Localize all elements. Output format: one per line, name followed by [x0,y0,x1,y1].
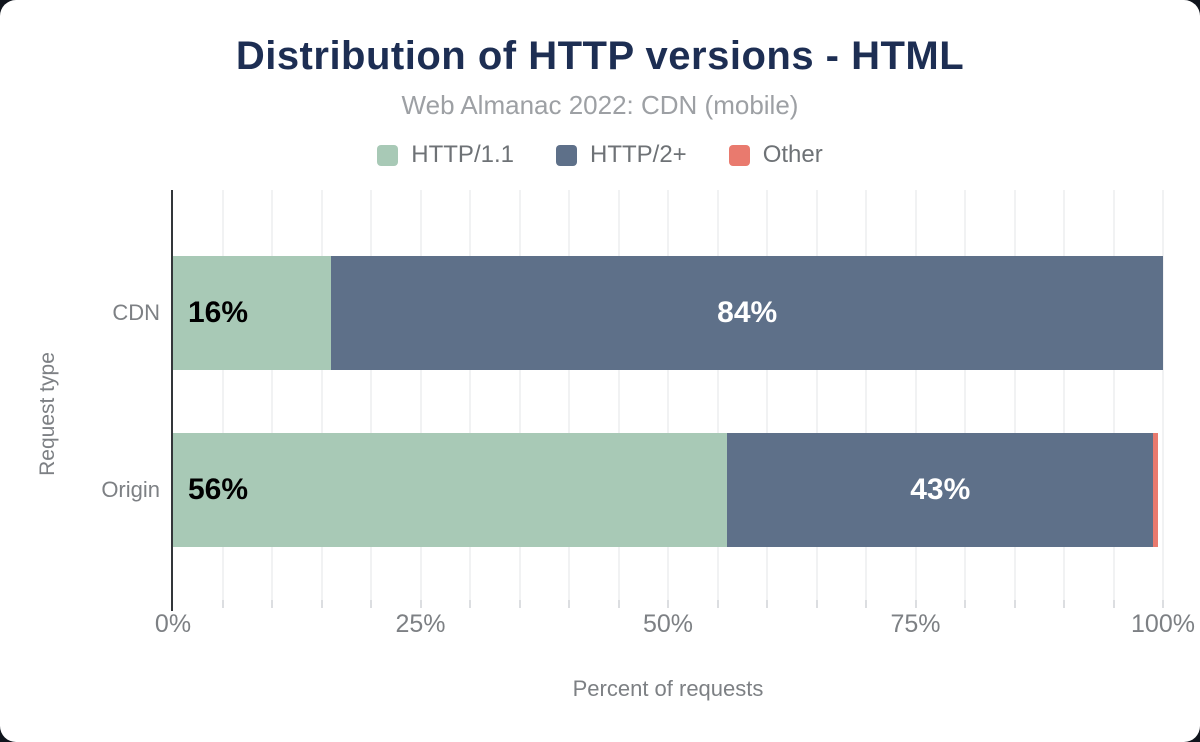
bar-value-label: 56% [188,473,249,506]
x-axis-tick [271,600,273,608]
x-axis-tick [1013,600,1016,608]
x-axis-tick [469,600,471,608]
legend-swatch-http-1-1-icon [377,144,399,166]
legend-item-other[interactable]: Other [728,141,823,169]
gridline [667,190,669,600]
gridline [914,190,917,600]
x-axis-tick [419,600,422,608]
x-axis-tick [815,600,818,608]
legend: HTTP/1.1 HTTP/2+ Other [0,141,1200,169]
bar-segment-origin-http-1-1[interactable]: 56% [173,433,728,547]
bar-value-label: 84% [717,296,778,329]
gridline [469,190,471,600]
x-axis-tick [221,600,224,608]
bar-row-cdn: 16% 84% [173,256,1163,370]
x-axis-tick [865,600,867,608]
bar-segment-cdn-http-2[interactable]: 84% [331,256,1163,370]
gridline [964,190,966,600]
chart-subtitle: Web Almanac 2022: CDN (mobile) [401,90,799,120]
x-tick-label: 100% [1131,610,1195,638]
bar-value-label: 16% [188,296,249,329]
gridline [518,190,521,600]
legend-label: HTTP/1.1 [411,141,514,168]
x-axis-title: Percent of requests [572,676,764,701]
x-axis-tick [568,600,570,608]
x-axis-tick [964,600,966,608]
gridline [617,190,620,600]
x-axis-tick [518,600,521,608]
y-axis-line [171,190,173,611]
legend-label: HTTP/2+ [589,141,687,168]
plot-area: 16% 84% 56% 43% 0% 25% 50% 75% 100% [155,190,1195,638]
x-axis-tick [716,600,719,608]
x-axis-tick [1112,600,1115,608]
x-axis-tick [1162,600,1164,608]
legend-swatch-http-2-icon [555,144,577,166]
gridline [865,190,867,600]
bar-segment-origin-http-2[interactable]: 43% [727,433,1154,547]
x-axis-tick [370,600,372,608]
legend-label: Other [762,141,823,168]
gridline [1063,190,1065,600]
chart-title: Distribution of HTTP versions - HTML [235,34,965,78]
gridline [815,190,818,600]
y-axis-title: Request type [36,352,59,476]
legend-item-http-2[interactable]: HTTP/2+ [555,141,687,169]
x-tick-label: 25% [395,610,446,638]
gridline [221,190,224,600]
bar-segment-cdn-http-1-1[interactable]: 16% [173,256,332,370]
legend-swatch-other-icon [728,144,750,166]
x-axis-tick [1063,600,1065,608]
y-tick-label-origin: Origin [101,477,160,502]
x-axis-tick [914,600,917,608]
bar-row-origin: 56% 43% [173,433,1163,547]
x-tick-label: 75% [890,610,941,638]
gridline [766,190,768,600]
gridline [271,190,273,600]
x-axis-tick [667,600,669,608]
gridline [716,190,719,600]
gridline [419,190,422,600]
bar-value-label: 43% [910,473,971,506]
gridline [370,190,372,600]
legend-item-http-1-1[interactable]: HTTP/1.1 [377,141,514,169]
gridline [568,190,570,600]
x-axis-tick [766,600,768,608]
x-axis-tick [320,600,323,608]
x-axis-tick [617,600,620,608]
x-tick-label: 50% [642,610,694,638]
x-tick-label: 0% [154,610,192,638]
gridline [1112,190,1115,600]
gridline [1013,190,1016,600]
bar-segment-origin-other[interactable] [1153,433,1159,547]
gridline [1162,190,1164,600]
gridline [320,190,323,600]
y-tick-label-cdn: CDN [112,300,160,325]
